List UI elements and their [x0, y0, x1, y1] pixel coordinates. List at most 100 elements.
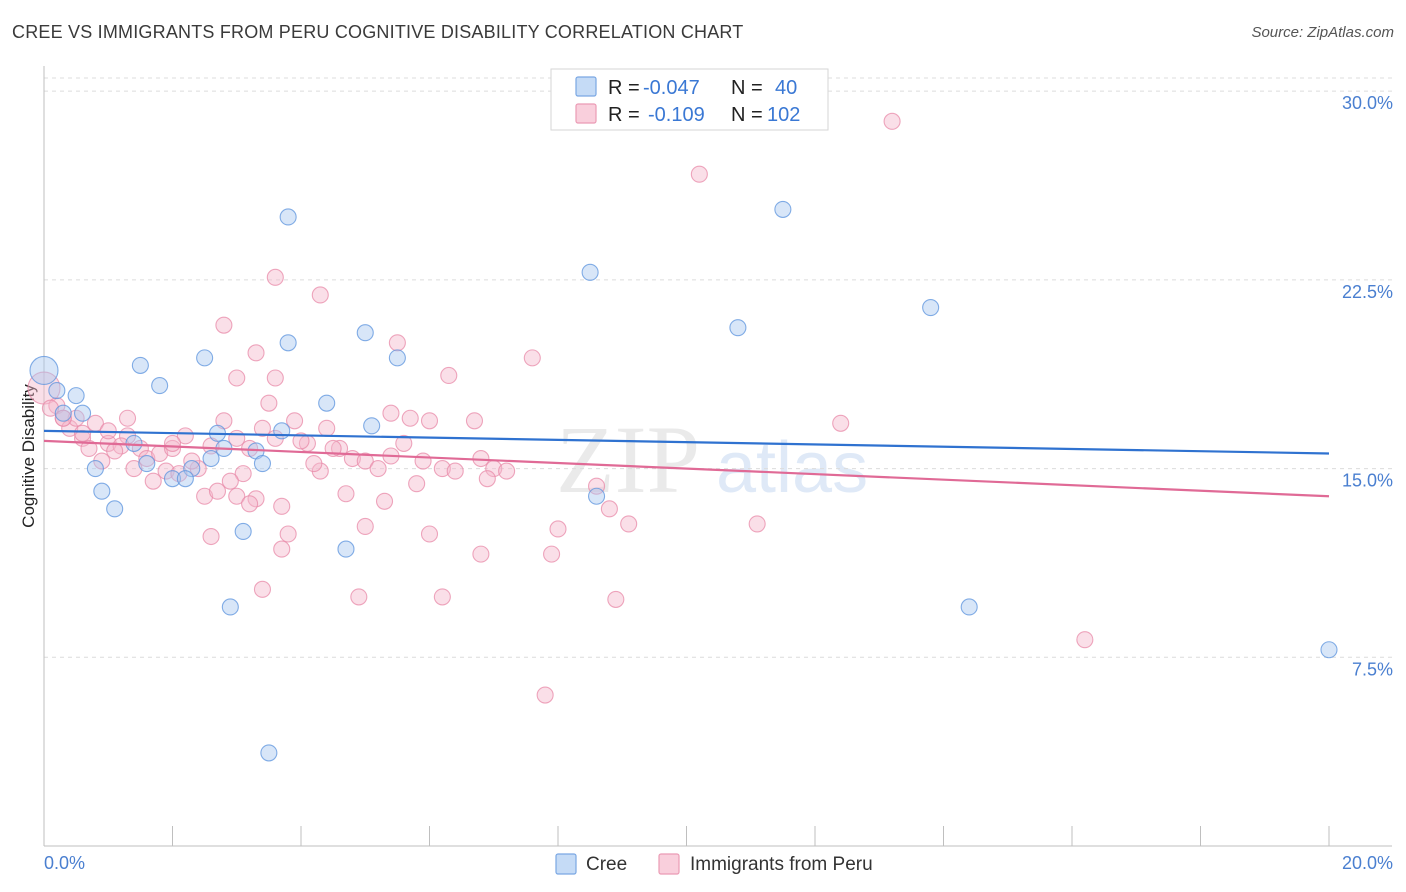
data-points	[27, 112, 1338, 762]
peru-point	[350, 588, 368, 606]
peru-point	[369, 460, 387, 478]
peru-point	[54, 409, 72, 427]
legend-r-value-cree: -0.047	[643, 77, 700, 99]
peru-point	[273, 497, 291, 515]
peru-point	[420, 525, 439, 543]
cree-point	[318, 394, 336, 412]
peru-point	[600, 500, 618, 518]
peru-point	[163, 439, 182, 458]
peru-point	[273, 540, 291, 558]
peru-point	[80, 439, 98, 458]
y-tick-label: 7.5%	[1352, 659, 1393, 679]
legend-r-label-peru: R =	[608, 104, 640, 126]
cree-point	[138, 454, 156, 473]
legend-n-value-cree: 40	[775, 77, 797, 99]
peru-point	[607, 590, 625, 608]
peru-point	[163, 434, 182, 452]
cree-point	[388, 349, 406, 367]
cree-point	[163, 470, 182, 488]
cree-point	[131, 356, 149, 374]
peru-point	[253, 419, 272, 437]
peru-point	[253, 580, 272, 598]
cree-point	[922, 298, 940, 317]
peru-point	[408, 475, 426, 493]
peru-point	[311, 286, 329, 304]
cree-point	[93, 482, 111, 500]
peru-point	[266, 268, 284, 286]
cree-point	[125, 434, 143, 452]
peru-point	[176, 427, 194, 445]
watermark-zip: ZIP	[556, 406, 700, 513]
cree-point	[279, 208, 297, 226]
peru-point	[266, 369, 284, 387]
peru-point	[215, 316, 233, 334]
y-axis-label: Cognitive Disability	[19, 384, 38, 528]
peru-point	[498, 462, 516, 480]
peru-point	[279, 525, 297, 543]
series-legend: Cree Immigrants from Peru	[555, 853, 873, 875]
cree-point	[1320, 641, 1338, 659]
legend-n-value-peru: 102	[767, 104, 800, 126]
y-tick-label: 22.5%	[1342, 282, 1393, 302]
peru-point	[286, 412, 304, 430]
cree-point	[729, 319, 747, 337]
cree-point	[86, 460, 104, 478]
cree-point	[202, 449, 220, 468]
peru-point	[144, 472, 162, 490]
cree-point	[356, 324, 374, 342]
peru-point	[549, 520, 567, 538]
peru-point	[433, 588, 451, 606]
peru-point	[356, 452, 374, 470]
cree-point	[253, 454, 272, 473]
cree-point	[960, 598, 978, 616]
legend-box	[550, 68, 829, 131]
cree-point	[176, 470, 194, 488]
gridlines	[44, 77, 1392, 658]
peru-point	[543, 545, 561, 563]
series-legend-swatch-peru	[658, 853, 680, 875]
peru-point	[446, 462, 464, 480]
peru-point	[420, 412, 439, 430]
series-legend-label-cree: Cree	[586, 854, 627, 875]
peru-trend-line	[43, 439, 1330, 498]
cree-point	[106, 500, 124, 518]
cree-point	[581, 263, 599, 281]
peru-point	[465, 412, 484, 430]
peru-point	[118, 409, 137, 427]
axes	[43, 66, 1392, 847]
legend-swatch-cree	[575, 76, 597, 97]
cree-point	[221, 598, 239, 616]
chart-title: CREE VS IMMIGRANTS FROM PERU COGNITIVE D…	[12, 22, 744, 42]
peru-point	[395, 434, 413, 452]
cree-point	[587, 487, 606, 505]
peru-point	[247, 344, 265, 362]
cree-point	[151, 376, 169, 395]
peru-point	[292, 432, 310, 450]
peru-point	[1076, 631, 1094, 649]
y-tick-label: 30.0%	[1342, 93, 1393, 113]
cree-point	[774, 200, 792, 218]
cree-point	[29, 355, 59, 386]
peru-point	[478, 470, 496, 488]
y-tick-label: 15.0%	[1342, 471, 1393, 491]
peru-point	[221, 472, 239, 490]
cree-point	[234, 522, 252, 541]
cree-point	[74, 404, 92, 422]
cree-point	[48, 382, 66, 400]
peru-point	[883, 112, 901, 130]
cree-point	[273, 422, 291, 440]
peru-point	[208, 482, 227, 500]
cree-point	[67, 387, 85, 405]
legend-r-label-cree: R =	[608, 77, 640, 99]
peru-point	[196, 487, 214, 505]
cree-point	[260, 744, 278, 762]
peru-point	[260, 394, 278, 412]
trend-lines	[43, 429, 1330, 498]
peru-point	[318, 419, 336, 437]
cree-point	[337, 540, 355, 558]
series-legend-label-peru: Immigrants from Peru	[690, 854, 873, 875]
cree-trend-line	[43, 429, 1330, 455]
peru-point	[382, 404, 400, 422]
peru-point	[356, 517, 374, 536]
